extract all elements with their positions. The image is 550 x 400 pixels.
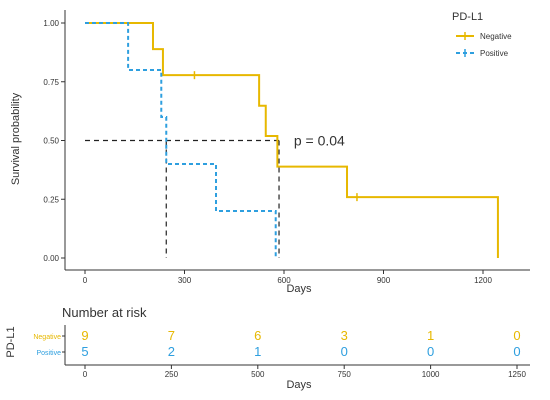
legend-label: Positive (480, 49, 509, 58)
median-lines (85, 139, 280, 258)
risk-table-strata-label: PD-L1 (5, 326, 17, 357)
risk-table-x-ticks: 0 250 500 750 1000 1250 (83, 365, 526, 379)
series-line-negative (85, 22, 499, 258)
risk-table-title: Number at risk (62, 305, 147, 320)
x-tick-label: 1200 (474, 276, 492, 285)
risk-row-label: Negative (33, 334, 61, 341)
legend-label: Negative (480, 32, 512, 41)
risk-count: 0 (513, 328, 520, 343)
risk-count: 5 (81, 344, 88, 359)
p-value-annotation: p = 0.04 (294, 133, 345, 149)
risk-x-tick-label: 750 (338, 370, 352, 379)
x-axis-label: Days (286, 283, 312, 295)
y-tick-label: 0.00 (43, 254, 59, 263)
series-line-positive (85, 22, 277, 258)
risk-count: 7 (168, 328, 175, 343)
risk-count: 6 (254, 328, 261, 343)
risk-count: 0 (513, 344, 520, 359)
risk-count: 2 (168, 344, 175, 359)
y-tick-label: 0.50 (43, 137, 59, 146)
x-tick-label: 300 (178, 276, 192, 285)
risk-x-tick-label: 0 (83, 370, 88, 379)
y-axis-label: Survival probability (10, 92, 22, 185)
risk-count: 0 (427, 344, 434, 359)
legend: PD-L1 Negative Positive (452, 11, 512, 58)
y-tick-label: 0.75 (43, 78, 59, 87)
risk-row-label: Positive (36, 350, 61, 357)
legend-entries: Negative Positive (456, 32, 512, 58)
risk-x-tick-label: 250 (165, 370, 179, 379)
legend-title: PD-L1 (452, 11, 483, 23)
y-ticks: 0.00 0.25 0.50 0.75 1.00 (43, 19, 65, 263)
x-tick-label: 0 (83, 276, 88, 285)
risk-count: 0 (341, 344, 348, 359)
risk-table-x-axis-label: Days (286, 379, 312, 391)
risk-x-tick-label: 500 (251, 370, 265, 379)
series-lines (85, 22, 499, 258)
x-tick-label: 600 (277, 276, 291, 285)
risk-x-tick-label: 1000 (422, 370, 440, 379)
y-tick-label: 1.00 (43, 19, 59, 28)
risk-count: 1 (427, 328, 434, 343)
risk-x-tick-label: 1250 (508, 370, 526, 379)
risk-count: 3 (341, 328, 348, 343)
risk-table: Number at risk PD-L1 Negative 9 7 6 3 1 0Posit… (5, 305, 530, 391)
y-tick-label: 0.25 (43, 195, 59, 204)
x-ticks: 0 300 600 900 1200 (83, 270, 492, 285)
x-tick-label: 900 (377, 276, 391, 285)
risk-count: 9 (81, 328, 88, 343)
risk-count: 1 (254, 344, 261, 359)
